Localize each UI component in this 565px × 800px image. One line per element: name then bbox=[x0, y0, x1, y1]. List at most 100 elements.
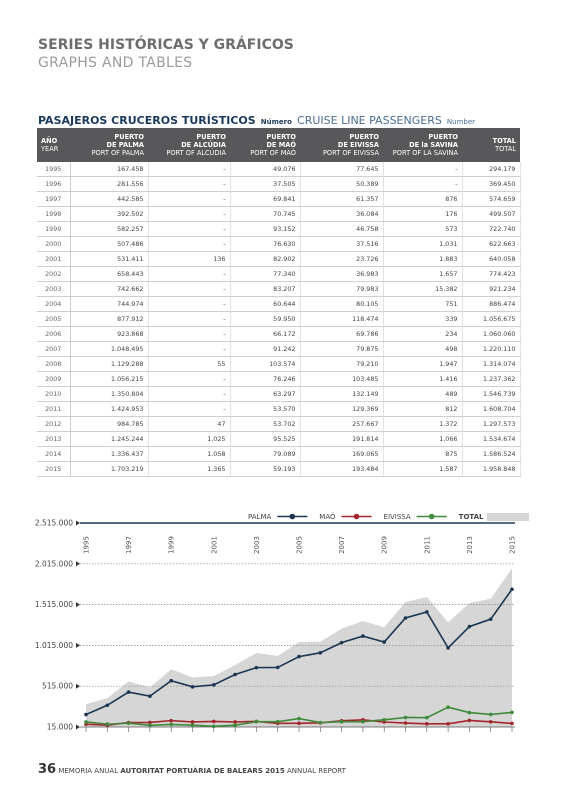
y-tick-label: 1.515.000 bbox=[35, 600, 73, 609]
footer-org: AUTORITAT PORTUÀRIA DE BALEARS 2015 bbox=[120, 767, 285, 775]
value-cell: 1.546.739 bbox=[462, 386, 521, 402]
value-cell: 36.983 bbox=[300, 266, 384, 282]
header-en: PORT OF MAÓ bbox=[250, 149, 296, 157]
series-marker bbox=[425, 722, 429, 726]
y-tick-label: 1.015.000 bbox=[35, 641, 73, 650]
header-es: DE la SAVINA bbox=[409, 141, 458, 149]
value-cell: 37.505 bbox=[230, 176, 301, 192]
series-marker bbox=[148, 723, 152, 728]
value-cell: - bbox=[148, 386, 231, 402]
value-cell: 136 bbox=[148, 251, 231, 267]
year-cell: 2001 bbox=[37, 251, 71, 267]
x-tick-label: 2015 bbox=[509, 536, 517, 554]
value-cell: 1.245.244 bbox=[70, 431, 149, 447]
header-es: DE EIVISSA bbox=[337, 141, 379, 149]
year-cell: 2000 bbox=[37, 236, 71, 252]
header-es: DE MAÓ bbox=[266, 141, 296, 149]
value-cell: 103.485 bbox=[300, 371, 384, 387]
header-es: TOTAL bbox=[492, 137, 516, 145]
value-cell: 1.365 bbox=[148, 461, 231, 477]
value-cell: 1.048.495 bbox=[70, 341, 149, 357]
value-cell: 257.667 bbox=[300, 416, 384, 432]
series-marker bbox=[361, 719, 365, 724]
value-cell: 176 bbox=[383, 206, 463, 222]
series-marker bbox=[233, 672, 237, 677]
value-cell: 489 bbox=[383, 386, 463, 402]
series-marker bbox=[190, 685, 195, 689]
value-cell: 812 bbox=[383, 401, 463, 417]
header-en: PORT OF LA SAVINA bbox=[392, 149, 458, 157]
table-row: 2013 1.245.244 1.025 95.525 191.814 1.066 1.53… bbox=[37, 431, 521, 447]
value-cell: 751 bbox=[383, 296, 463, 312]
value-cell: 47 bbox=[148, 416, 231, 432]
x-tick-label: 1995 bbox=[83, 536, 91, 554]
series-marker bbox=[488, 719, 493, 724]
value-cell: 66.172 bbox=[230, 326, 301, 342]
x-tick-label: 2003 bbox=[253, 536, 261, 554]
table-row: 2006 923.868-66.172 69.786 234 1.060.060 bbox=[37, 326, 521, 342]
series-marker bbox=[318, 651, 323, 655]
footer: 36 MEMORIA ANUAL AUTORITAT PORTUÀRIA DE … bbox=[38, 762, 346, 777]
x-tick-label: 2007 bbox=[338, 536, 346, 554]
year-cell: 2007 bbox=[37, 341, 71, 357]
value-cell: 573 bbox=[383, 221, 463, 237]
series-marker bbox=[148, 720, 152, 725]
value-cell: 1.608.704 bbox=[462, 401, 521, 417]
value-cell: - bbox=[148, 221, 231, 237]
value-cell: 53.570 bbox=[230, 401, 301, 417]
value-cell: 77.340 bbox=[230, 266, 301, 282]
legend-marker bbox=[289, 513, 296, 520]
table-row: 2004 744.974-60.644 80.105 751 886.474 bbox=[37, 296, 521, 312]
value-cell: 744.974 bbox=[70, 296, 149, 312]
value-cell: 1.424.953 bbox=[70, 401, 149, 417]
value-cell: 442.585 bbox=[70, 191, 149, 207]
table-row: 1997 442.585-69.841 61.357 876 574.659 bbox=[37, 191, 521, 207]
header-es: PUERTO bbox=[196, 133, 226, 141]
column-header: PUERTO DE PALMA PORT OF PALMA bbox=[70, 128, 148, 162]
value-cell: 95.525 bbox=[230, 431, 301, 447]
value-cell: 1.129.288 bbox=[70, 356, 149, 372]
series-marker bbox=[403, 715, 408, 720]
value-cell: 91.242 bbox=[230, 341, 301, 357]
series-marker bbox=[510, 587, 514, 592]
value-cell: 1.416 bbox=[383, 371, 463, 387]
column-header: PUERTO DE la SAVINA PORT OF LA SAVINA bbox=[383, 128, 462, 162]
x-tick-label: 2009 bbox=[381, 536, 389, 554]
series-marker bbox=[510, 721, 514, 726]
value-cell: 294.179 bbox=[462, 162, 521, 177]
year-cell: 2003 bbox=[37, 281, 71, 297]
value-cell: 234 bbox=[383, 326, 463, 342]
value-cell: 369.450 bbox=[462, 176, 521, 192]
x-tick-label: 2005 bbox=[296, 536, 304, 554]
year-cell: 2012 bbox=[37, 416, 71, 432]
value-cell: 1.657 bbox=[383, 266, 463, 282]
header-es: DE ALCÚDIA bbox=[181, 141, 226, 149]
series-marker bbox=[446, 646, 450, 650]
column-header: TOTAL TOTAL bbox=[462, 128, 520, 162]
value-cell: 59.950 bbox=[230, 311, 301, 327]
value-cell: 499.507 bbox=[462, 206, 521, 222]
tick-arrow bbox=[76, 724, 80, 730]
series-marker bbox=[212, 719, 216, 724]
value-cell: 23.726 bbox=[300, 251, 384, 267]
legend-label: TOTAL bbox=[459, 513, 484, 521]
header-es: DE PALMA bbox=[106, 141, 144, 149]
value-cell: 49.076 bbox=[230, 162, 301, 177]
header-es: PUERTO bbox=[428, 133, 458, 141]
series-marker bbox=[297, 716, 301, 721]
value-cell: 582.257 bbox=[70, 221, 149, 237]
series-marker bbox=[84, 720, 88, 724]
header-es: PUERTO bbox=[114, 133, 144, 141]
value-cell: 1.350.804 bbox=[70, 386, 149, 402]
value-cell: 742.662 bbox=[70, 281, 149, 297]
value-cell: 984.785 bbox=[70, 416, 149, 432]
value-cell: - bbox=[383, 162, 463, 177]
year-cell: 1998 bbox=[37, 206, 71, 222]
value-cell: 722.740 bbox=[462, 221, 521, 237]
tick-arrow bbox=[76, 520, 80, 526]
legend-label: MAÓ bbox=[319, 512, 336, 521]
value-cell: 531.411 bbox=[70, 251, 149, 267]
series-marker bbox=[510, 710, 514, 715]
header-en: PORT OF EIVISSA bbox=[322, 149, 379, 157]
series-marker bbox=[488, 712, 493, 717]
